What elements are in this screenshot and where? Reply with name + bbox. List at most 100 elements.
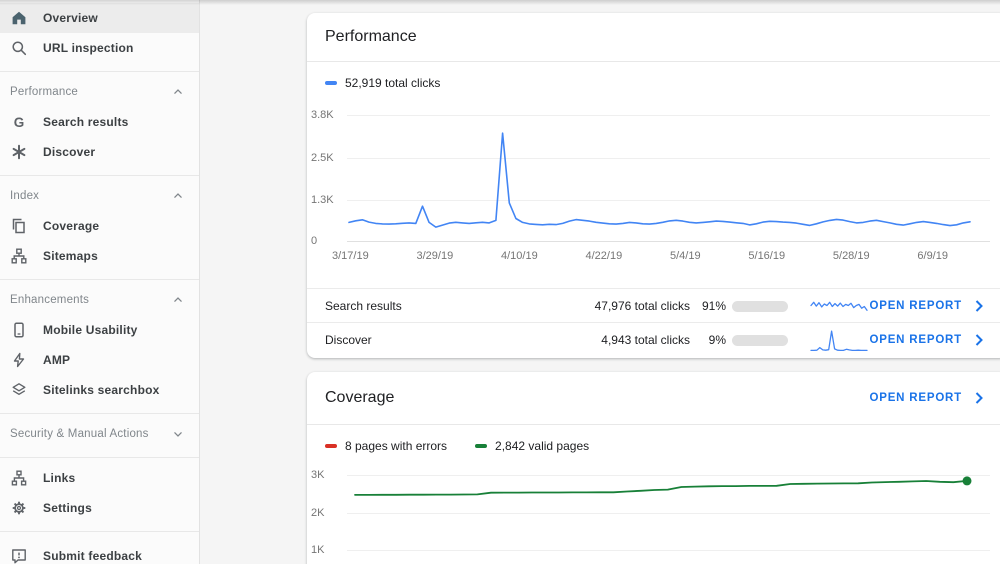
sidebar-divider — [0, 175, 199, 176]
sidebar-item-submit-feedback[interactable]: Submit feedback — [0, 541, 199, 564]
sidebar-section-enhancements[interactable]: Enhancements — [0, 285, 199, 315]
axis-tick-label: 5/16/19 — [748, 250, 786, 262]
sidebar-item-label: AMP — [43, 353, 71, 367]
gridline — [347, 550, 990, 551]
gridline — [347, 475, 990, 476]
sidebar-item-mobile-usability[interactable]: Mobile Usability — [0, 315, 199, 345]
coverage-chart: 3K 2K 1K — [307, 460, 1000, 564]
sidebar-item-discover[interactable]: Discover — [0, 137, 199, 167]
chevron-right-icon — [975, 392, 983, 404]
axis-tick-label: 0 — [311, 235, 318, 247]
sidebar-section-index[interactable]: Index — [0, 181, 199, 211]
row-label: Discover — [325, 333, 372, 347]
sidebar-divider — [0, 279, 199, 280]
sidebar-item-links[interactable]: Links — [0, 463, 199, 493]
pages-icon — [10, 217, 28, 235]
card-title: Performance — [325, 28, 417, 45]
axis-tick-label: 5/28/19 — [832, 250, 870, 262]
axis-tick-label: 3/17/19 — [332, 250, 369, 262]
section-label: Enhancements — [10, 294, 90, 306]
sidebar-section-security-manual-actions[interactable]: Security & Manual Actions — [0, 419, 199, 449]
chevron-right-icon — [975, 300, 983, 312]
sidebar-item-label: Overview — [43, 11, 98, 25]
search-icon — [10, 39, 28, 57]
performance-card-header: Performance — [307, 13, 1000, 62]
axis-tick-label: 4/10/19 — [501, 250, 538, 262]
gridline — [347, 200, 990, 201]
section-label: Index — [10, 190, 40, 202]
open-report-link[interactable]: OPEN REPORT — [869, 381, 983, 415]
axis-tick-label: 4/22/19 — [585, 250, 623, 262]
layers-icon — [10, 381, 28, 399]
lightning-icon — [10, 351, 28, 369]
legend-dash — [475, 444, 488, 448]
open-report-label: OPEN REPORT — [869, 300, 962, 312]
card-title: Coverage — [325, 389, 395, 406]
gridline-zero — [347, 241, 990, 242]
sidebar-divider — [0, 71, 199, 72]
performance-x-axis: 3/17/19 3/29/19 4/10/19 4/22/19 5/4/19 5/16/1… — [332, 250, 948, 262]
performance-chart: 3.8K 2.5K 1.3K 0 3/17/19 3/29/19 4/10/19 4/22/… — [307, 108, 1000, 278]
sidebar-item-settings[interactable]: Settings — [0, 493, 199, 523]
sidebar-divider — [0, 457, 199, 458]
coverage-chart-svg — [354, 476, 972, 496]
axis-tick-label: 6/9/19 — [917, 250, 948, 262]
axis-tick-label: 1K — [311, 544, 325, 556]
chevron-up-icon — [171, 189, 185, 203]
sidebar-item-overview[interactable]: Overview — [0, 3, 199, 33]
table-row-discover: Discover 4,943 total clicks 9% OPEN REPO… — [307, 322, 1000, 356]
chevron-down-icon — [171, 427, 185, 441]
section-label: Performance — [10, 86, 79, 98]
row-progress-bar — [732, 301, 788, 312]
section-label: Security & Manual Actions — [10, 428, 149, 440]
legend-dash — [325, 444, 337, 448]
sidebar-item-label: Mobile Usability — [43, 323, 138, 337]
open-report-link[interactable]: OPEN REPORT — [869, 289, 983, 323]
sidebar-item-sitelinks-searchbox[interactable]: Sitelinks searchbox — [0, 375, 199, 405]
sidebar-section-performance[interactable]: Performance — [0, 77, 199, 107]
table-row-search-results: Search results 47,976 total clicks 91% O… — [307, 288, 1000, 322]
legend-label: 8 pages with errors — [345, 439, 448, 453]
home-icon — [10, 9, 28, 27]
coverage-card: Coverage OPEN REPORT 8 pages with errors… — [307, 372, 1000, 564]
org-chart-icon — [10, 469, 28, 487]
performance-report-rows: Search results 47,976 total clicks 91% O… — [307, 288, 1000, 356]
sidebar-divider — [0, 413, 199, 414]
sidebar-item-label: Discover — [43, 145, 96, 159]
row-clicks-value: 4,943 total clicks — [601, 333, 690, 347]
performance-legend: 52,919 total clicks — [325, 76, 1000, 90]
row-sparkline — [810, 301, 868, 311]
sidebar-item-coverage[interactable]: Coverage — [0, 211, 199, 241]
sidebar-item-label: Sitemaps — [43, 249, 98, 263]
sidebar-item-label: Links — [43, 471, 76, 485]
row-progress-bar — [732, 335, 788, 346]
performance-chart-svg — [348, 132, 971, 228]
legend-total-clicks[interactable]: 52,919 total clicks — [325, 76, 440, 90]
chevron-up-icon — [171, 85, 185, 99]
axis-tick-label: 2.5K — [311, 152, 334, 164]
open-report-link[interactable]: OPEN REPORT — [869, 323, 983, 357]
axis-tick-label: 3K — [311, 469, 325, 481]
sidebar-item-search-results[interactable]: G Search results — [0, 107, 199, 137]
sidebar-item-sitemaps[interactable]: Sitemaps — [0, 241, 199, 271]
phone-icon — [10, 321, 28, 339]
coverage-card-header: Coverage OPEN REPORT — [307, 372, 1000, 425]
sidebar-item-label: Submit feedback — [43, 549, 143, 563]
open-report-label: OPEN REPORT — [869, 392, 962, 404]
axis-tick-label: 3/29/19 — [416, 250, 454, 262]
row-sparkline — [810, 330, 868, 352]
legend-pages-with-errors[interactable]: 8 pages with errors — [325, 439, 447, 453]
row-percent-value: 9% — [708, 333, 726, 347]
axis-tick-label: 5/4/19 — [670, 250, 701, 262]
axis-tick-label: 2K — [311, 507, 325, 519]
row-clicks-value: 47,976 total clicks — [594, 299, 690, 313]
coverage-legend: 8 pages with errors 2,842 valid pages — [325, 439, 1000, 453]
sidebar-item-url-inspection[interactable]: URL inspection — [0, 33, 199, 63]
gear-icon — [10, 499, 28, 517]
sidebar-item-label: Sitelinks searchbox — [43, 383, 160, 397]
axis-tick-label: 3.8K — [311, 109, 334, 121]
sidebar: Overview URL inspection Performance G Se… — [0, 0, 200, 564]
sidebar-item-label: Coverage — [43, 219, 100, 233]
sidebar-item-amp[interactable]: AMP — [0, 345, 199, 375]
legend-valid-pages[interactable]: 2,842 valid pages — [475, 439, 589, 453]
